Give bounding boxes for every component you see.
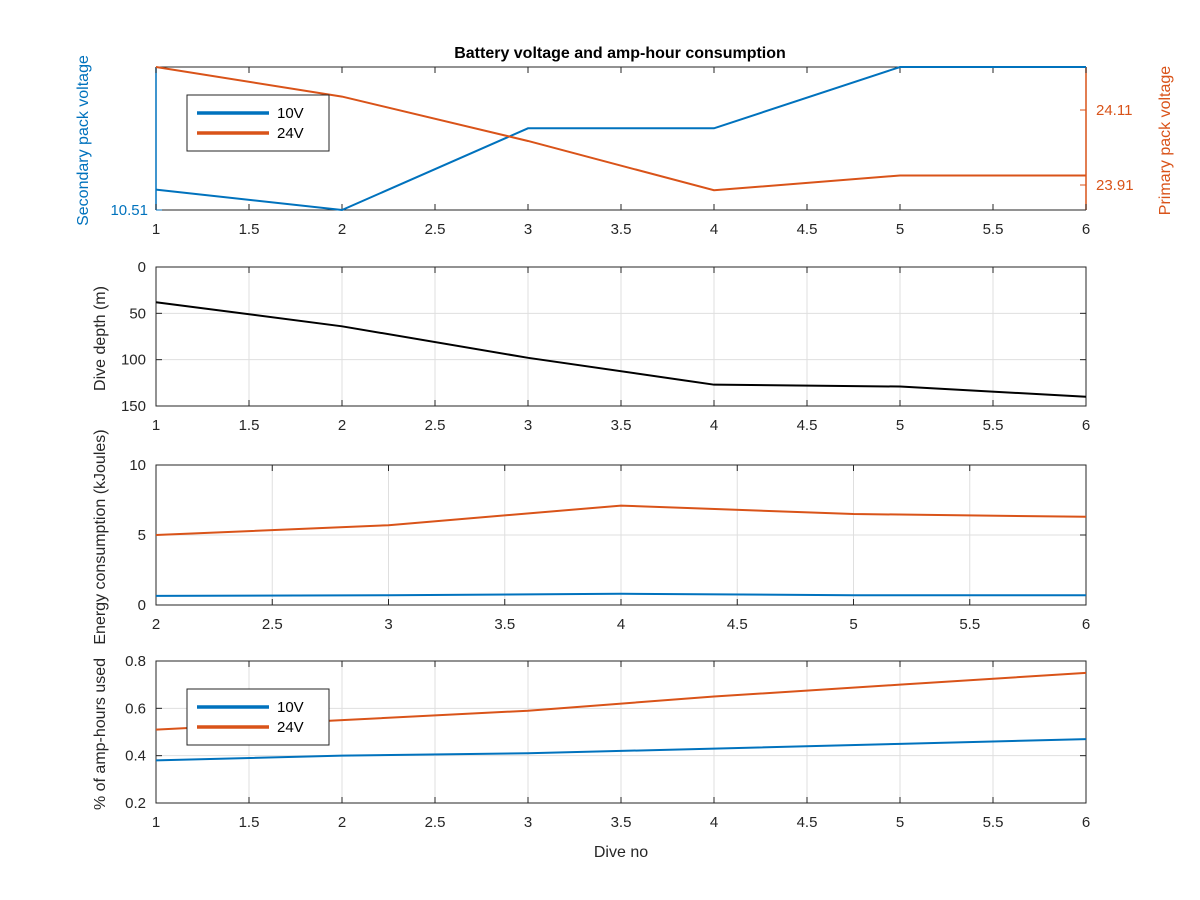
- x-tick-label: 2.5: [425, 221, 446, 238]
- x-tick-label: 2.5: [425, 814, 446, 831]
- x-tick-label: 1: [152, 417, 160, 434]
- x-tick-label: 4: [710, 221, 718, 238]
- y-axis-label-energy: Energy consumption (kJoules): [92, 429, 109, 644]
- y-right-tick-label: 24.11: [1096, 102, 1132, 119]
- x-tick-label: 3: [524, 814, 532, 831]
- x-tick-label: 3.5: [611, 814, 632, 831]
- figure-title: Battery voltage and amp-hour consumption: [454, 45, 786, 62]
- y-tick-label: 5: [138, 527, 146, 544]
- y-tick-label: 0.6: [125, 700, 146, 717]
- x-tick-label: 5: [896, 417, 904, 434]
- y-left-tick-label: 10.51: [110, 202, 148, 219]
- x-tick-label: 2: [338, 417, 346, 434]
- series-line-energy-0: [155, 504, 1087, 536]
- legend-label: 24V: [277, 125, 304, 142]
- y-right-tick-label: 23.91: [1096, 177, 1134, 194]
- x-tick-label: 5: [849, 616, 857, 633]
- y-axis-label-left: Secondary pack voltage: [75, 55, 92, 226]
- x-tick-label: 3: [384, 616, 392, 633]
- x-tick-label: 2: [338, 814, 346, 831]
- x-tick-label: 4: [710, 417, 718, 434]
- x-tick-label: 2.5: [425, 417, 446, 434]
- x-tick-label: 6: [1082, 814, 1090, 831]
- x-axis-label: Dive no: [594, 844, 648, 861]
- x-tick-label: 4.5: [727, 616, 748, 633]
- x-tick-label: 1.5: [239, 814, 260, 831]
- x-tick-label: 1.5: [239, 221, 260, 238]
- x-tick-label: 2: [338, 221, 346, 238]
- y-tick-label: 10: [129, 457, 146, 474]
- x-tick-label: 6: [1082, 417, 1090, 434]
- y-tick-label: 100: [121, 352, 146, 369]
- x-tick-label: 3: [524, 417, 532, 434]
- y-axis-label-amphours: % of amp-hours used: [92, 658, 109, 810]
- legend-box: [186, 688, 330, 746]
- legend-label: 10V: [277, 105, 304, 122]
- x-tick-label: 5.5: [983, 417, 1004, 434]
- x-tick-label: 5.5: [983, 221, 1004, 238]
- x-tick-label: 5: [896, 814, 904, 831]
- legend-box: [186, 94, 330, 152]
- x-tick-label: 5: [896, 221, 904, 238]
- x-tick-label: 1: [152, 814, 160, 831]
- series-line-10V: [155, 66, 1086, 212]
- series-line-energy-1: [155, 592, 1086, 597]
- x-tick-label: 6: [1082, 221, 1090, 238]
- series-line-10V: [155, 738, 1087, 762]
- x-tick-label: 4.5: [797, 814, 818, 831]
- x-tick-label: 4: [710, 814, 718, 831]
- y-tick-label: 0.8: [125, 653, 146, 670]
- x-tick-label: 4.5: [797, 221, 818, 238]
- legend-label: 24V: [277, 719, 304, 736]
- x-tick-label: 4: [617, 616, 625, 633]
- x-tick-label: 3: [524, 221, 532, 238]
- legend-label: 10V: [277, 699, 304, 716]
- series-line-depth-0: [155, 301, 1087, 398]
- x-tick-label: 3.5: [494, 616, 515, 633]
- x-tick-label: 2: [152, 616, 160, 633]
- y-axis-label-right: Primary pack voltage: [1157, 66, 1174, 215]
- y-tick-label: 0: [138, 259, 146, 276]
- series-line-24V: [155, 66, 1086, 192]
- y-axis-label-depth: Dive depth (m): [92, 286, 109, 391]
- x-tick-label: 1.5: [239, 417, 260, 434]
- y-tick-label: 0.4: [125, 748, 146, 765]
- x-tick-label: 4.5: [797, 417, 818, 434]
- y-tick-label: 150: [121, 398, 146, 415]
- x-tick-label: 5.5: [959, 616, 980, 633]
- x-tick-label: 2.5: [262, 616, 283, 633]
- x-tick-label: 3.5: [611, 221, 632, 238]
- x-tick-label: 6: [1082, 616, 1090, 633]
- x-tick-label: 3.5: [611, 417, 632, 434]
- y-tick-label: 50: [129, 305, 146, 322]
- y-tick-label: 0.2: [125, 795, 146, 812]
- x-tick-label: 1: [152, 221, 160, 238]
- x-tick-label: 5.5: [983, 814, 1004, 831]
- y-tick-label: 0: [138, 597, 146, 614]
